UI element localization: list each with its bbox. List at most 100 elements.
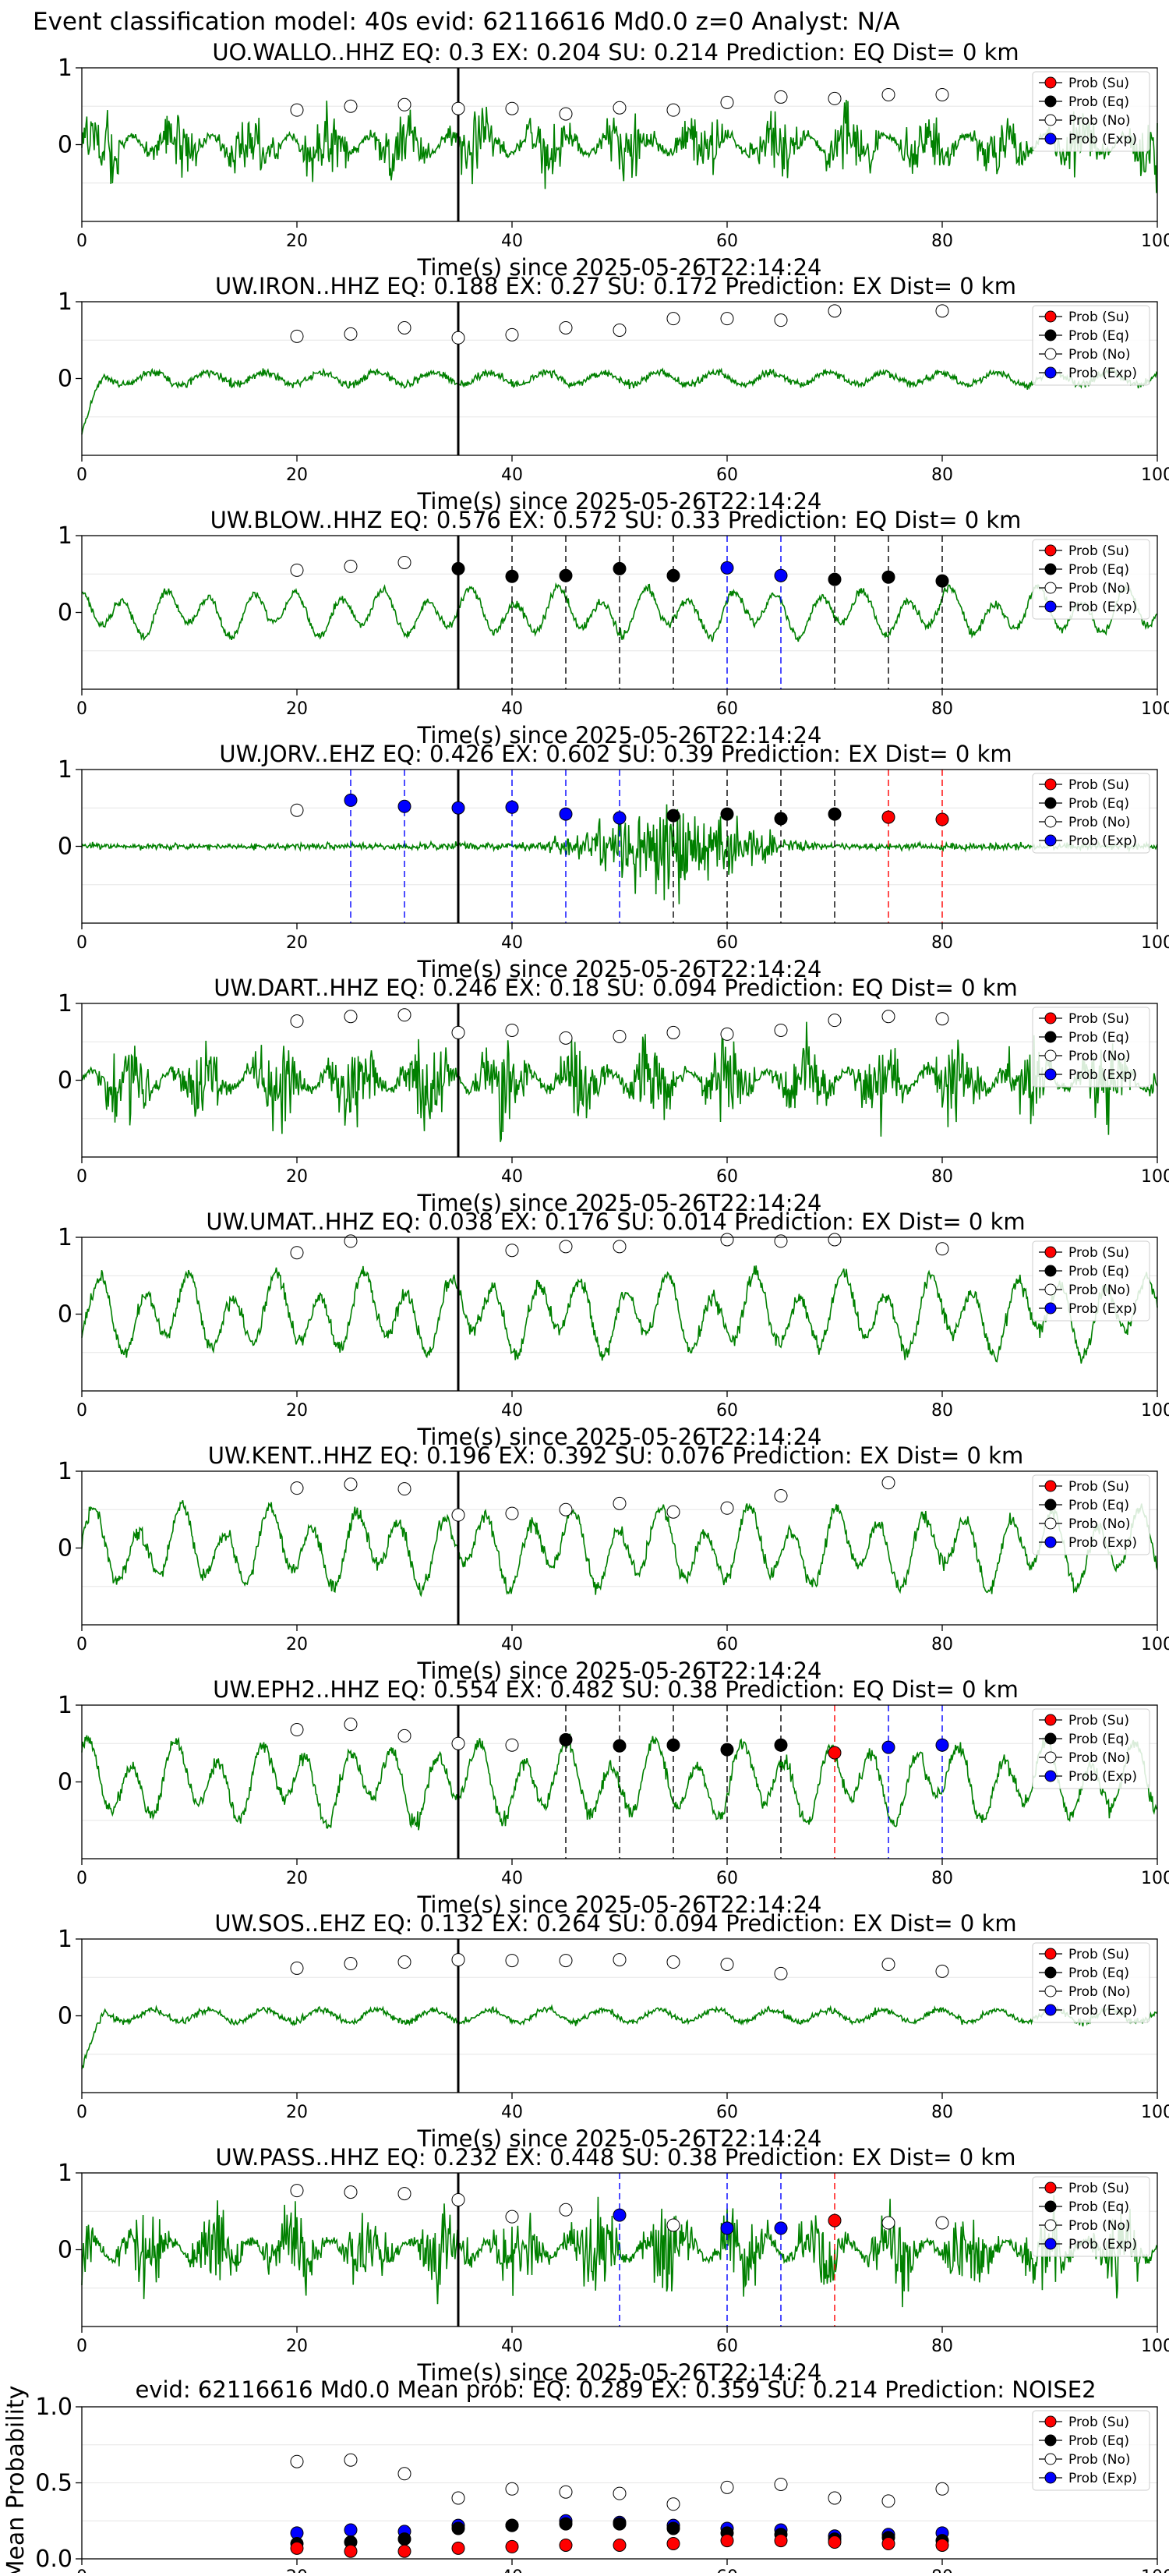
prob-marker [720,2221,734,2235]
waveform-trace [81,582,1158,642]
legend-label: Prob (No) [1068,581,1131,596]
subplot-title: UW.PASS..HHZ EQ: 0.232 EX: 0.448 SU: 0.3… [216,2144,1016,2171]
waveform-trace [81,1733,1158,1831]
prob-marker [344,1718,358,1732]
legend-label: Prob (Eq) [1068,328,1129,344]
mean-prob-marker [290,2541,304,2555]
x-tick-label: 20 [286,465,308,485]
prob-marker [666,809,680,823]
prob-marker [613,1953,627,1967]
x-tick-label: 0 [76,465,87,485]
prob-marker [828,1233,842,1247]
prob-marker [935,812,949,826]
legend-label: Prob (No) [1068,1984,1131,2000]
legend-label: Prob (Exp) [1068,600,1137,615]
y-tick-label: 1 [58,990,72,1017]
prob-marker [774,2221,788,2235]
prob-marker [451,1508,465,1522]
legend-marker [1044,1948,1057,1960]
prob-marker [613,561,627,575]
legend-label: Prob (Eq) [1068,562,1129,578]
y-tick-label: 1 [58,522,72,550]
mean-prob-marker [505,2539,519,2553]
x-tick-label: 0 [76,1167,87,1187]
legend-label: Prob (Exp) [1068,366,1137,381]
legend-marker [1044,95,1057,108]
prob-marker [397,1729,411,1743]
subplot-title: UW.SOS..EHZ EQ: 0.132 EX: 0.264 SU: 0.09… [214,1910,1016,1937]
x-tick-label: 20 [286,1869,308,1888]
prob-marker [290,1723,304,1737]
legend-marker [1044,1732,1057,1745]
prob-marker [290,1246,304,1260]
prob-marker [666,2218,680,2232]
y-tick-label: 0 [58,833,72,861]
prob-marker [774,313,788,327]
legend-marker [1044,2415,1057,2428]
legend-label: Prob (No) [1068,347,1131,363]
x-tick-label: 100 [1141,232,1169,251]
prob-marker [881,2216,895,2230]
prob-marker [935,1738,949,1752]
legend-frame [1032,2176,1150,2257]
x-tick-label: 0 [76,1635,87,1654]
legend-label: Prob (Su) [1068,310,1129,325]
legend-label: Prob (Su) [1068,1011,1129,1027]
x-tick-label: 20 [286,1167,308,1187]
legend-marker [1044,1966,1057,1979]
prob-marker [397,320,411,334]
y-tick-label: 1 [58,1224,72,1251]
legend-marker [1044,563,1057,575]
legend-label: Prob (Eq) [1068,2433,1129,2449]
prob-marker [666,1025,680,1039]
x-tick-label: 20 [286,2337,308,2356]
legend-marker [1044,778,1057,791]
mean-prob-marker [559,2485,573,2499]
prob-marker [344,559,358,573]
subplot: 0 20 40 60 80 100 0 1 UW.PASS..HHZ EQ: 0.232 EX:… [58,2144,1169,2386]
mean-prob-marker [344,2544,358,2558]
legend-marker [1044,834,1057,847]
mean-prob-marker [290,2454,304,2468]
prob-marker [935,304,949,318]
prob-marker [666,568,680,582]
x-tick-label: 20 [286,2567,308,2573]
waveform-trace [81,1500,1158,1598]
legend-label: Prob (Eq) [1068,1264,1129,1279]
x-tick-label: 100 [1141,2103,1169,2122]
prob-marker [881,87,895,101]
prob-marker [613,2208,627,2222]
prob-marker [828,1746,842,1760]
prob-marker [505,800,519,814]
prob-marker [344,2185,358,2199]
prob-marker [666,1738,680,1752]
prob-marker [505,2210,519,2224]
prob-marker [559,1031,573,1045]
x-tick-label: 60 [716,1401,738,1421]
prob-marker [613,1496,627,1510]
prob-marker [397,1482,411,1496]
legend: Prob (Su) Prob (Eq) Prob (No) Prob (Exp) [1032,1708,1150,1789]
legend: Prob (Su) Prob (Eq) Prob (No) Prob (Exp) [1032,305,1150,386]
y-tick-label: 0.0 [35,2546,72,2573]
x-tick-label: 100 [1141,1869,1169,1888]
prob-marker [935,87,949,101]
prob-marker [720,1233,734,1247]
subplot-title: UW.BLOW..HHZ EQ: 0.576 EX: 0.572 SU: 0.3… [210,507,1022,533]
legend-frame [1032,71,1150,152]
prob-marker [881,1476,895,1490]
prob-marker [451,1025,465,1039]
waveform-trace [81,1021,1158,1142]
legend-label: Prob (Eq) [1068,1966,1129,1981]
legend: Prob (Su) Prob (Eq) Prob (No) Prob (Exp) [1032,539,1150,620]
prob-marker [290,1481,304,1495]
legend-label: Prob (Su) [1068,1713,1129,1729]
y-tick-label: 0 [58,1535,72,1562]
legend: Prob (Su) Prob (Eq) Prob (No) Prob (Exp) [1032,1474,1150,1555]
legend-marker [1044,329,1057,341]
legend-marker [1044,1751,1057,1764]
legend-label: Prob (Exp) [1068,833,1137,849]
waveform-trace [81,2195,1158,2308]
x-tick-label: 40 [501,232,523,251]
